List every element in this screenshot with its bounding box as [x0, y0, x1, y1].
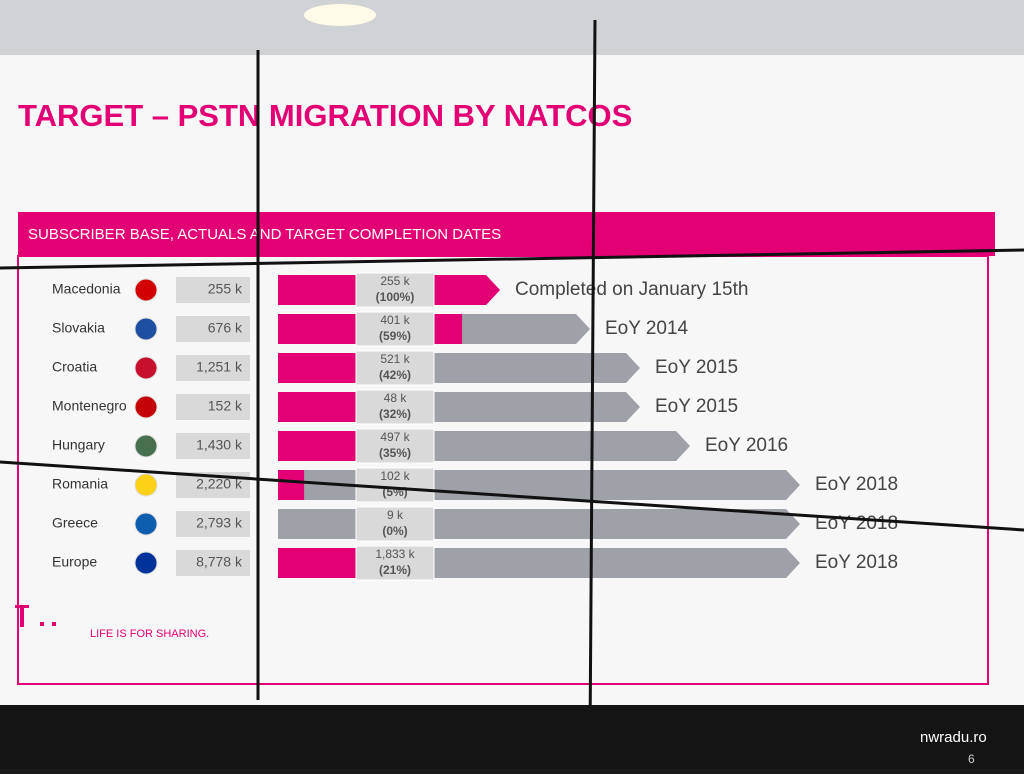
country-name: Hungary: [52, 437, 105, 453]
floor: [0, 705, 1024, 769]
base-box: [176, 511, 250, 537]
footer: LIFE IS FOR SHARING.: [90, 628, 209, 640]
base-box: [176, 277, 250, 303]
flag: [134, 356, 158, 380]
actual-value: 401 k: [380, 313, 410, 327]
target-date: EoY 2018: [815, 552, 898, 573]
flag: [134, 512, 158, 536]
target-date: Completed on January 15th: [515, 279, 748, 300]
subscriber-base: 2,220 k: [196, 476, 243, 492]
actual-box: [355, 350, 435, 386]
base-box: [176, 550, 250, 576]
flag: [134, 434, 158, 458]
flag: [134, 317, 158, 341]
target-date: EoY 2014: [605, 318, 689, 339]
country-name: Greece: [52, 515, 98, 531]
actual-box: [355, 311, 435, 347]
flag: [134, 551, 158, 575]
base-box: [176, 316, 250, 342]
actual-value: 9 k: [387, 508, 404, 522]
actual-pct: (59%): [379, 329, 411, 343]
lamp: [304, 4, 376, 26]
target-date: EoY 2016: [705, 435, 788, 456]
subscriber-base: 255 k: [208, 281, 243, 297]
actual-pct: (42%): [379, 368, 411, 382]
subscriber-base: 1,430 k: [196, 437, 243, 453]
actual-box: [355, 506, 435, 542]
subtitle: SUBSCRIBER BASE, ACTUALS AND TARGET COMP…: [28, 226, 501, 243]
actual-box: [355, 545, 435, 581]
progress-bar: [278, 470, 305, 500]
page-number: 6: [968, 752, 975, 766]
title: TARGET – PSTN MIGRATION BY NATCOS: [18, 98, 632, 133]
target-date: EoY 2018: [815, 474, 898, 495]
base-box: [176, 355, 250, 381]
flag: [134, 395, 158, 419]
country-name: Romania: [52, 476, 108, 492]
country-name: Slovakia: [52, 320, 105, 336]
base-box: [176, 433, 250, 459]
watermark: nwradu.ro: [920, 729, 987, 746]
country-name: Montenegro: [52, 398, 127, 414]
actual-pct: (0%): [382, 524, 407, 538]
actual-pct: (100%): [376, 290, 415, 304]
base-box: [176, 394, 250, 420]
actual-value: 1,833 k: [375, 547, 415, 561]
target-date: EoY 2015: [655, 357, 738, 378]
subscriber-base: 152 k: [208, 398, 243, 414]
country-name: Croatia: [52, 359, 97, 375]
actual-value: 102 k: [380, 469, 410, 483]
actual-value: 255 k: [380, 274, 410, 288]
logo: [15, 605, 56, 627]
actual-pct: (21%): [379, 563, 411, 577]
subscriber-base: 1,251 k: [196, 359, 243, 375]
table-frame: [17, 255, 989, 685]
actual-pct: (35%): [379, 446, 411, 460]
flag: [134, 278, 158, 302]
header-band: [18, 212, 995, 256]
target-date: EoY 2015: [655, 396, 738, 417]
actual-box: [355, 428, 435, 464]
country-name: Macedonia: [52, 281, 121, 297]
video-wall-seams: [0, 19, 1024, 741]
subscriber-base: 2,793 k: [196, 515, 243, 531]
actual-value: 497 k: [380, 430, 410, 444]
actual-box: [355, 272, 435, 308]
actual-pct: (32%): [379, 407, 411, 421]
actual-box: [355, 467, 435, 503]
flag: [134, 473, 158, 497]
country-name: Europe: [52, 554, 97, 570]
actual-box: [355, 389, 435, 425]
actual-value: 48 k: [384, 391, 408, 405]
subscriber-base: 676 k: [208, 320, 243, 336]
ceiling: [0, 0, 1024, 60]
subscriber-base: 8,778 k: [196, 554, 243, 570]
actual-value: 521 k: [380, 352, 410, 366]
